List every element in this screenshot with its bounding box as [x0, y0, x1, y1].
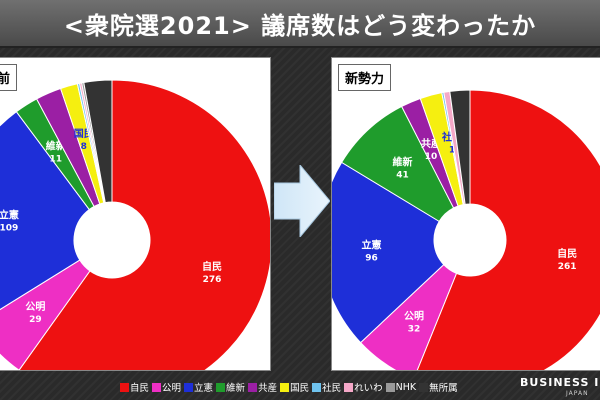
legend-item: 維新	[216, 380, 245, 394]
pie-slice-公明	[0, 259, 91, 370]
legend-item: NHK	[385, 381, 417, 393]
slice-label-seats: 29	[29, 315, 42, 325]
legend-swatch	[152, 382, 162, 392]
legend-item: 無所属	[419, 380, 458, 394]
chart-panel-after: 自民261公明32立憲96維新41共産10社民1 新勢力	[332, 58, 600, 370]
title-bar: <衆院選2021> 議席数はどう変わったか	[0, 0, 600, 48]
legend-item: 国民	[280, 380, 309, 394]
legend-swatch	[280, 382, 290, 392]
slice-label-party: 立憲	[362, 238, 382, 251]
legend-label: NHK	[395, 381, 417, 393]
slice-label-seats: 96	[365, 253, 378, 263]
donut-chart-after: 自民261公明32立憲96維新41共産10社民1	[332, 89, 600, 370]
chart-panel-before: 自民 276 公明 29 立憲 109 維新 11 国民 8 前	[0, 58, 270, 370]
slice-label-seats: 41	[396, 171, 409, 181]
slice-label-seats: 109	[0, 223, 18, 233]
legend-label: 立憲	[194, 383, 214, 394]
pie-slice-自民	[18, 79, 270, 370]
slice-label-seats: 276	[203, 275, 222, 285]
legend-swatch	[344, 382, 354, 392]
slice-label-seats: 1	[449, 146, 455, 156]
panel-label-before: 前	[0, 64, 18, 91]
pie-slice-自民	[416, 89, 600, 370]
legend-item: 立憲	[184, 380, 213, 394]
slice-label-seats: 32	[408, 325, 421, 335]
chart-legend: 自民 公明 立憲 維新 共産 国民 社民 れいわ NHK 無所属	[120, 378, 458, 396]
slice-label-seats: 11	[49, 154, 62, 164]
legend-swatch	[120, 382, 129, 392]
legend-label: 共産	[258, 383, 278, 394]
legend-label: れいわ	[354, 383, 383, 394]
legend-label: 維新	[226, 383, 246, 394]
legend-item: 共産	[248, 380, 277, 394]
slice-label-seats: 261	[558, 262, 577, 272]
slice-label-party: 公明	[25, 301, 45, 313]
legend-swatch	[184, 382, 194, 392]
legend-swatch	[216, 382, 226, 392]
slice-label-seats: 8	[81, 142, 87, 152]
legend-label: 公明	[162, 383, 182, 394]
legend-item: 公明	[152, 380, 181, 394]
page-title: <衆院選2021> 議席数はどう変わったか	[63, 11, 537, 40]
legend-item: れいわ	[344, 380, 383, 394]
legend-item: 社民	[312, 380, 341, 394]
legend-swatch	[312, 382, 322, 392]
pie-slice-無所属	[449, 89, 471, 205]
right-arrow-icon	[274, 165, 330, 237]
panel-label-after: 新勢力	[338, 64, 392, 91]
slice-label-party: 自民	[557, 247, 577, 260]
legend-item: 自民	[120, 380, 149, 394]
slice-label-seats: 10	[425, 152, 438, 162]
slice-label-party: 維新	[393, 156, 413, 169]
legend-swatch	[248, 382, 258, 392]
legend-label: 社民	[322, 383, 342, 394]
legend-label: 無所属	[429, 383, 458, 394]
pie-slice-無所属	[83, 79, 113, 204]
pie-slice-維新	[340, 105, 455, 223]
slice-label-party: 自民	[202, 260, 222, 273]
slice-label-party: 公明	[404, 311, 424, 323]
slice-label-party: 立憲	[0, 208, 19, 221]
brand-logo-sub: JAPAN	[566, 390, 589, 397]
legend-swatch	[419, 382, 429, 392]
pie-slice-立憲	[0, 111, 90, 311]
legend-swatch	[385, 382, 395, 392]
brand-logo: BUSINESS I	[520, 376, 600, 389]
legend-label: 自民	[130, 383, 150, 394]
legend-label: 国民	[290, 383, 310, 394]
